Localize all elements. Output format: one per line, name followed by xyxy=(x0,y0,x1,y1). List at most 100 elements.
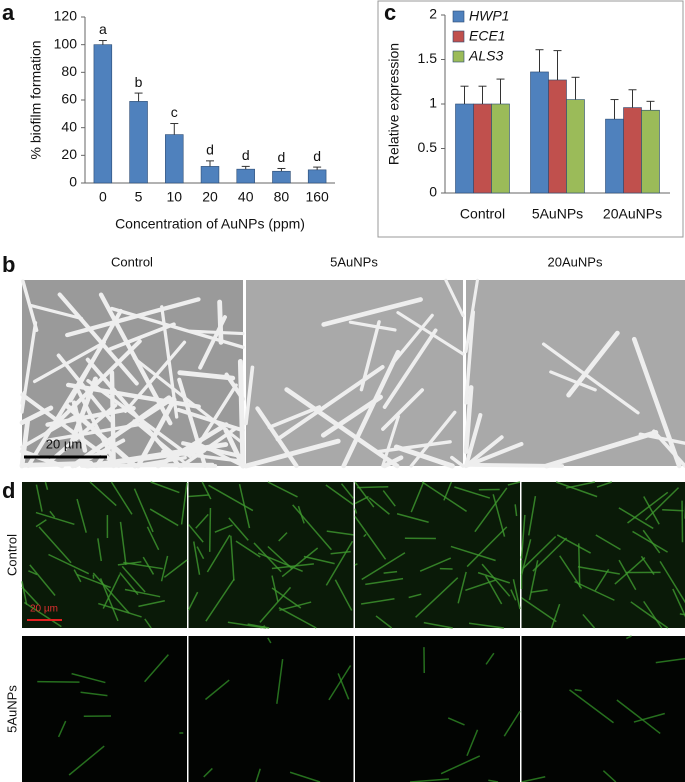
panel-label: b xyxy=(2,252,15,277)
hypha xyxy=(655,657,685,664)
x-tick-label: 10 xyxy=(166,189,182,205)
hypha xyxy=(267,637,272,644)
hypha xyxy=(618,559,637,591)
hypha xyxy=(464,435,504,468)
hypha xyxy=(643,600,663,629)
hypha xyxy=(360,598,395,605)
y-tick-label: 60 xyxy=(61,91,77,107)
hypha xyxy=(465,579,496,592)
bar xyxy=(272,170,291,184)
hypha xyxy=(108,322,176,351)
hypha xyxy=(530,589,548,594)
hypha xyxy=(68,745,105,776)
bar xyxy=(236,168,255,184)
legend-label: ECE1 xyxy=(469,28,506,44)
hypha xyxy=(138,600,165,608)
hypha xyxy=(375,615,393,629)
y-tick-label: 1.5 xyxy=(418,50,438,66)
hypha xyxy=(631,336,682,469)
hypha xyxy=(132,356,245,445)
bar xyxy=(530,71,549,194)
hypha xyxy=(328,665,352,701)
hypha xyxy=(35,519,47,528)
hypha xyxy=(382,328,438,409)
bar xyxy=(566,99,585,194)
hypha xyxy=(662,508,684,512)
column-label: 20AuNPs xyxy=(548,254,603,269)
x-tick-label: 80 xyxy=(274,189,290,205)
legend-label: HWP1 xyxy=(469,8,509,24)
hypha xyxy=(98,292,173,426)
hypha xyxy=(243,438,341,469)
hypha xyxy=(117,561,142,566)
hypha xyxy=(196,546,205,560)
bar xyxy=(623,107,642,194)
hypha xyxy=(208,484,254,512)
hypha xyxy=(177,377,208,469)
hypha xyxy=(142,556,155,575)
bar xyxy=(605,118,624,194)
hypha xyxy=(577,566,620,575)
hypha xyxy=(19,419,30,469)
y-tick-label: 80 xyxy=(61,63,77,79)
fluorescence-image xyxy=(188,482,354,628)
hypha xyxy=(259,586,292,623)
hypha xyxy=(46,403,118,465)
hypha xyxy=(92,572,130,614)
hypha xyxy=(124,588,161,598)
hypha xyxy=(644,487,680,521)
x-axis-label: Concentration of AuNPs (ppm) xyxy=(115,216,305,232)
hypha xyxy=(206,534,231,573)
hypha xyxy=(28,570,38,576)
hypha xyxy=(466,729,479,757)
hypha xyxy=(559,555,583,589)
hypha xyxy=(393,444,455,469)
hypha xyxy=(278,606,317,629)
bar xyxy=(93,44,113,184)
hypha xyxy=(514,504,518,517)
y-tick-label: 0 xyxy=(69,174,77,190)
hypha xyxy=(325,484,354,506)
scale-bar-label: 20 µm xyxy=(46,436,82,451)
x-tick-label: 5 xyxy=(135,189,143,205)
hypha xyxy=(38,526,72,564)
legend-swatch xyxy=(452,50,465,63)
hypha xyxy=(381,414,400,468)
bar xyxy=(641,109,660,194)
x-tick-label: 20AuNPs xyxy=(603,206,662,222)
hypha xyxy=(21,581,28,605)
hypha xyxy=(179,427,237,468)
hypha xyxy=(503,710,521,737)
hypha xyxy=(57,720,67,738)
hypha xyxy=(163,559,188,578)
annotation: a xyxy=(99,21,107,37)
hypha xyxy=(544,430,659,469)
x-tick-label: 160 xyxy=(305,189,329,205)
hypha xyxy=(278,532,288,542)
hypha xyxy=(485,652,495,665)
bar xyxy=(548,79,567,194)
hypha xyxy=(457,571,467,604)
fluorescence-image xyxy=(355,636,520,782)
column-label: Control xyxy=(111,254,153,269)
hypha xyxy=(532,537,568,572)
hypha xyxy=(177,370,236,381)
hypha xyxy=(527,495,537,536)
hypha xyxy=(28,303,84,321)
row-label: 5AuNPs xyxy=(4,685,19,733)
hypha xyxy=(363,533,367,538)
hypha xyxy=(76,498,87,533)
annotation: b xyxy=(135,74,143,90)
hypha xyxy=(65,297,201,338)
y-axis-label: % biofilm formation xyxy=(28,40,44,159)
fluorescence-image xyxy=(521,482,685,628)
hypha xyxy=(123,340,187,413)
hypha xyxy=(357,485,389,489)
hypha xyxy=(267,405,322,430)
hypha xyxy=(566,330,620,398)
hypha xyxy=(574,580,615,601)
x-tick-label: 20 xyxy=(202,189,218,205)
hypha xyxy=(492,494,506,537)
hypha xyxy=(627,491,669,524)
row-label: Control xyxy=(4,534,19,576)
